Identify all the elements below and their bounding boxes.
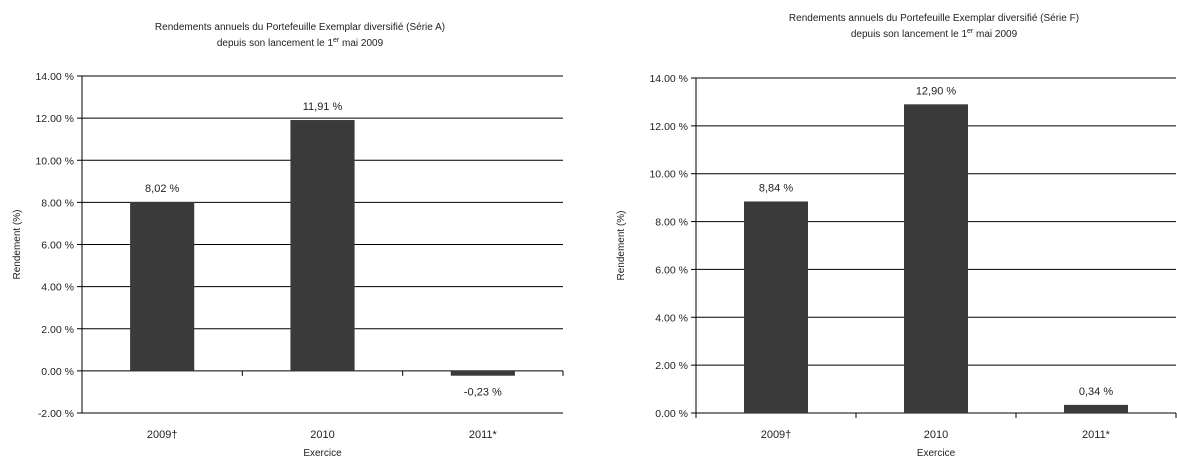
subtitle-suffix: mai 2009 — [973, 29, 1017, 40]
chart-serie-f: Rendements annuels du Portefeuille Exemp… — [600, 0, 1177, 464]
chart-title: Rendements annuels du Portefeuille Exemp… — [155, 22, 445, 33]
y-tick-label: 12.00 % — [649, 121, 688, 133]
bar — [744, 201, 808, 413]
bar — [904, 104, 968, 414]
chart-serie-f-svg: Rendements annuels du Portefeuille Exemp… — [616, 13, 1177, 459]
y-axis-title: Rendement (%) — [616, 210, 627, 280]
bar — [450, 370, 515, 376]
y-tick-label: 6.00 % — [655, 264, 688, 276]
y-tick-label: 8.00 % — [655, 217, 688, 229]
data-label: 12,90 % — [916, 85, 957, 97]
x-axis-title: Exercice — [303, 448, 342, 459]
data-label: 11,91 % — [303, 101, 343, 113]
y-tick-label: 2.00 % — [41, 324, 74, 336]
y-tick-label: 12.00 % — [35, 113, 74, 125]
y-tick-label: 8.00 % — [41, 197, 74, 209]
subtitle-superscript: er — [967, 28, 974, 35]
data-label: 0,34 % — [1079, 386, 1113, 398]
y-tick-label: 2.00 % — [655, 360, 688, 372]
chart-subtitle: depuis son lancement le 1er mai 2009 — [851, 28, 1018, 40]
y-tick-label: 10.00 % — [649, 169, 688, 181]
y-tick-label: -2.00 % — [38, 408, 74, 420]
chart-title: Rendements annuels du Portefeuille Exemp… — [789, 13, 1079, 24]
y-tick-label: 4.00 % — [655, 312, 688, 324]
x-axis-title: Exercice — [917, 448, 956, 459]
y-tick-label: 14.00 % — [649, 73, 688, 85]
data-label: -0,23 % — [464, 387, 502, 399]
x-tick-label: 2010 — [924, 429, 948, 441]
subtitle-superscript: er — [333, 37, 340, 44]
chart-subtitle: depuis son lancement le 1er mai 2009 — [217, 37, 384, 49]
bar — [290, 120, 355, 371]
x-tick-label: 2010 — [310, 429, 334, 441]
x-tick-label: 2011* — [1082, 429, 1111, 441]
x-tick-label: 2009† — [761, 429, 792, 441]
y-tick-label: 4.00 % — [41, 282, 74, 294]
subtitle-suffix: mai 2009 — [339, 38, 383, 49]
bar — [1064, 404, 1128, 413]
y-axis-title: Rendement (%) — [12, 209, 23, 279]
chart-serie-a-svg: Rendements annuels du Portefeuille Exemp… — [12, 22, 564, 459]
subtitle-prefix: depuis son lancement le 1 — [217, 38, 334, 49]
y-tick-label: 6.00 % — [41, 240, 74, 252]
y-tick-label: 0.00 % — [41, 366, 74, 378]
x-tick-label: 2009† — [147, 429, 178, 441]
y-tick-label: 14.00 % — [35, 71, 74, 83]
data-label: 8,02 % — [145, 183, 179, 195]
data-label: 8,84 % — [759, 182, 793, 194]
bar — [130, 201, 195, 371]
subtitle-prefix: depuis son lancement le 1 — [851, 29, 968, 40]
y-tick-label: 0.00 % — [655, 408, 688, 420]
x-tick-label: 2011* — [469, 429, 498, 441]
chart-serie-a: Rendements annuels du Portefeuille Exemp… — [0, 0, 580, 464]
y-tick-label: 10.00 % — [35, 155, 74, 167]
